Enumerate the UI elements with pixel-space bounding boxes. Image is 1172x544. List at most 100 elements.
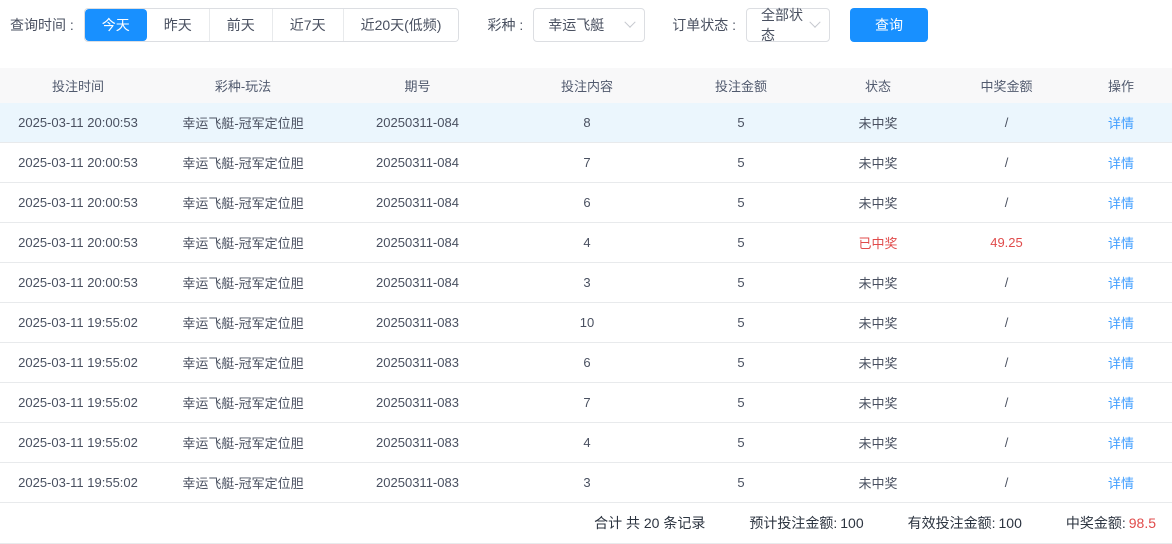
time-filter-last7days[interactable]: 近7天 (271, 9, 343, 41)
time-filter-day-before[interactable]: 前天 (208, 9, 272, 41)
period-cell: 20250311-084 (376, 155, 459, 170)
prize-cell: / (1004, 315, 1009, 330)
column-header-period: 期号 (404, 79, 431, 94)
status-cell: 未中奖 (858, 156, 898, 171)
status-cell: 未中奖 (858, 476, 898, 491)
period-cell: 20250311-083 (376, 475, 459, 490)
prize-cell: / (1004, 435, 1009, 450)
bet-content-cell: 6 (583, 355, 591, 370)
bet-content-cell: 3 (583, 475, 591, 490)
status-cell: 未中奖 (858, 356, 898, 371)
column-header-bet-time: 投注时间 (51, 79, 104, 94)
period-cell: 20250311-083 (376, 435, 459, 450)
prize-cell: / (1004, 115, 1009, 130)
detail-link[interactable]: 详情 (1107, 156, 1134, 171)
order-status-select[interactable]: 全部状态 (746, 7, 831, 43)
period-cell: 20250311-083 (376, 315, 459, 330)
bet-time-cell: 2025-03-11 20:00:53 (18, 195, 138, 210)
game-play-cell: 幸运飞艇-冠军定位胆 (182, 316, 304, 331)
action-cell: 详情 (1070, 393, 1172, 412)
bet-amount-cell: 5 (737, 395, 745, 410)
period-cell: 20250311-084 (376, 275, 459, 290)
prize-cell: / (1004, 355, 1009, 370)
summary-bar: 合计 共 20 条记录 预计投注金额: 100 有效投注金额: 100 中奖金额: 9… (0, 503, 1172, 544)
chevron-down-icon (624, 16, 636, 28)
expected-bet-amount: 预计投注金额: 100 (749, 513, 863, 533)
bet-time-cell: 2025-03-11 20:00:53 (18, 235, 138, 250)
bet-amount-cell: 5 (737, 235, 745, 250)
detail-link[interactable]: 详情 (1107, 316, 1134, 331)
bet-time-cell: 2025-03-11 20:00:53 (18, 275, 138, 290)
table-row: 2025-03-11 19:55:02 幸运飞艇-冠军定位胆 20250311-08… (0, 343, 1172, 383)
action-cell: 详情 (1070, 273, 1172, 292)
detail-link[interactable]: 详情 (1107, 396, 1134, 411)
column-header-prize: 中奖金额 (980, 79, 1033, 94)
game-play-cell: 幸运飞艇-冠军定位胆 (182, 156, 304, 171)
game-play-cell: 幸运飞艇-冠军定位胆 (182, 276, 304, 291)
bet-content-cell: 8 (583, 115, 591, 130)
time-filter-yesterday[interactable]: 昨天 (146, 9, 209, 41)
bet-time-cell: 2025-03-11 19:55:02 (18, 475, 138, 490)
expected-bet-amount-label: 预计投注金额: (749, 515, 838, 531)
bet-content-cell: 7 (583, 395, 591, 410)
detail-link[interactable]: 详情 (1107, 436, 1134, 451)
status-cell: 已中奖 (858, 236, 898, 251)
bet-amount-cell: 5 (737, 155, 745, 170)
prize-cell: / (1004, 475, 1009, 490)
action-cell: 详情 (1070, 473, 1172, 492)
period-cell: 20250311-083 (376, 395, 459, 410)
table-row: 2025-03-11 20:00:53 幸运飞艇-冠军定位胆 20250311-08… (0, 103, 1172, 143)
detail-link[interactable]: 详情 (1107, 196, 1134, 211)
filter-bar: 查询时间 : 今天 昨天 前天 近7天 近20天(低频) 彩种 : 幸运飞艇 订… (0, 0, 1172, 43)
detail-link[interactable]: 详情 (1107, 356, 1134, 371)
game-play-cell: 幸运飞艇-冠军定位胆 (182, 116, 304, 131)
detail-link[interactable]: 详情 (1107, 116, 1134, 131)
action-cell: 详情 (1070, 193, 1172, 212)
detail-link[interactable]: 详情 (1107, 236, 1134, 251)
column-header-action: 操作 (1107, 79, 1134, 94)
prize-amount-value: 98.5 (1128, 515, 1156, 531)
period-cell: 20250311-084 (376, 235, 459, 250)
bet-content-cell: 7 (583, 155, 591, 170)
bet-content-cell: 4 (583, 235, 591, 250)
valid-bet-amount-label: 有效投注金额: (907, 515, 996, 531)
game-play-cell: 幸运飞艇-冠军定位胆 (182, 476, 304, 491)
bet-time-cell: 2025-03-11 19:55:02 (18, 355, 138, 370)
action-cell: 详情 (1070, 153, 1172, 172)
valid-bet-amount: 有效投注金额: 100 (908, 513, 1022, 533)
game-play-cell: 幸运飞艇-冠军定位胆 (182, 356, 304, 371)
game-play-cell: 幸运飞艇-冠军定位胆 (182, 396, 304, 411)
bet-content-cell: 3 (583, 275, 591, 290)
prize-cell: / (1004, 155, 1009, 170)
bet-records-table: 投注时间 彩种-玩法 期号 投注内容 投注金额 状态 中奖金额 操作 2025-… (0, 68, 1172, 503)
time-filter-last20days[interactable]: 近20天(低频) (342, 9, 459, 41)
status-cell: 未中奖 (858, 276, 898, 291)
time-filter-today[interactable]: 今天 (84, 9, 147, 41)
bet-time-cell: 2025-03-11 20:00:53 (18, 115, 138, 130)
query-button[interactable]: 查询 (850, 8, 929, 42)
detail-link[interactable]: 详情 (1107, 476, 1134, 491)
game-play-cell: 幸运飞艇-冠军定位胆 (182, 236, 304, 251)
total-records-text: 合计 共 20 条记录 (594, 515, 706, 531)
prize-cell: 49.25 (990, 235, 1023, 250)
table-body: 2025-03-11 20:00:53 幸运飞艇-冠军定位胆 20250311-08… (0, 103, 1172, 503)
table-row: 2025-03-11 19:55:02 幸运飞艇-冠军定位胆 20250311-08… (0, 463, 1172, 503)
table-row: 2025-03-11 19:55:02 幸运飞艇-冠军定位胆 20250311-08… (0, 383, 1172, 423)
lottery-type-select[interactable]: 幸运飞艇 (533, 8, 646, 42)
action-cell: 详情 (1070, 233, 1172, 252)
table-row: 2025-03-11 19:55:02 幸运飞艇-冠军定位胆 20250311-08… (0, 303, 1172, 343)
table-row: 2025-03-11 20:00:53 幸运飞艇-冠军定位胆 20250311-08… (0, 143, 1172, 183)
column-header-bet-content: 投注内容 (560, 79, 613, 94)
prize-amount-label: 中奖金额: (1065, 515, 1126, 531)
table-header-row: 投注时间 彩种-玩法 期号 投注内容 投注金额 状态 中奖金额 操作 (0, 68, 1172, 103)
time-filter-group: 今天 昨天 前天 近7天 近20天(低频) (83, 8, 460, 42)
column-header-bet-amount: 投注金额 (714, 79, 767, 94)
game-play-cell: 幸运飞艇-冠军定位胆 (182, 436, 304, 451)
detail-link[interactable]: 详情 (1107, 276, 1134, 291)
order-status-value: 全部状态 (761, 7, 804, 43)
table-row: 2025-03-11 20:00:53 幸运飞艇-冠军定位胆 20250311-08… (0, 183, 1172, 223)
valid-bet-amount-value: 100 (998, 515, 1022, 531)
status-cell: 未中奖 (858, 396, 898, 411)
action-cell: 详情 (1070, 433, 1172, 452)
action-cell: 详情 (1070, 113, 1172, 132)
